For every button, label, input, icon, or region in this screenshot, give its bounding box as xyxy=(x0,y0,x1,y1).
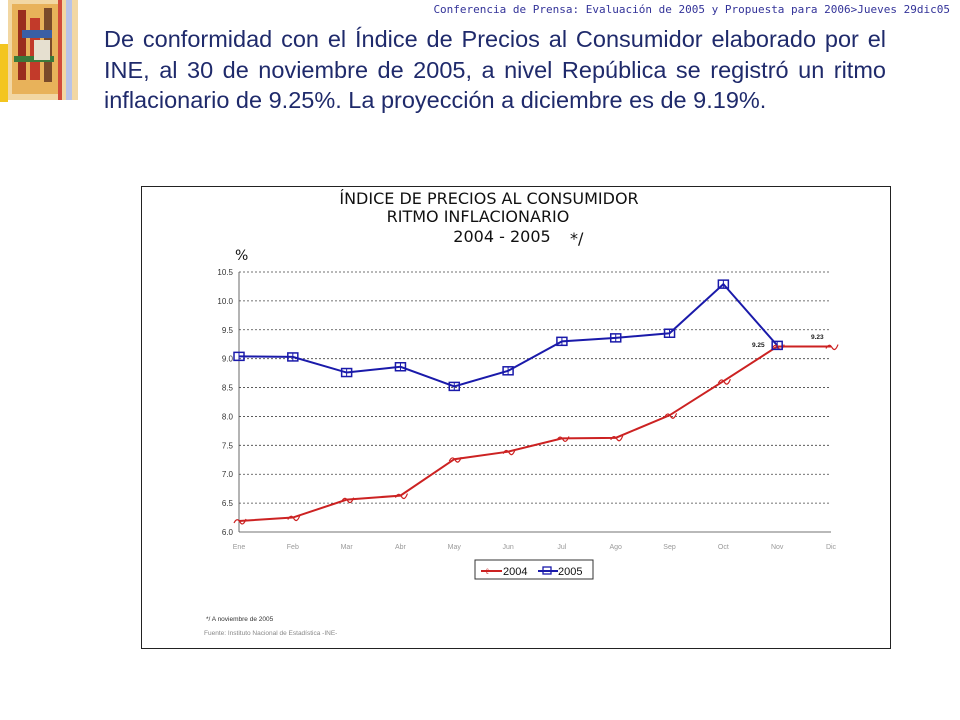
data-point-2004 xyxy=(825,344,839,351)
series-line-2004 xyxy=(238,345,831,523)
y-tick-label: 7.5 xyxy=(222,441,234,450)
chart-title-line-1: ÍNDICE DE PRECIOS AL CONSUMIDOR xyxy=(339,189,638,208)
legend-label-2004: 2004 xyxy=(503,566,527,578)
data-point-2004 xyxy=(448,456,462,463)
chart-title-line-2: RITMO INFLACIONARIO xyxy=(387,207,570,226)
chart-panel: ÍNDICE DE PRECIOS AL CONSUMIDOR RITMO IN… xyxy=(141,186,891,649)
chart-title-line-3: 2004 - 2005 xyxy=(453,227,550,246)
intro-paragraph: De conformidad con el Índice de Precios … xyxy=(104,26,886,113)
y-tick-label: 6.5 xyxy=(222,499,234,508)
x-tick-label: Ene xyxy=(233,544,246,551)
x-tick-label: Jul xyxy=(557,544,566,551)
x-tick-label: Sep xyxy=(663,544,676,551)
inflation-chart: ÍNDICE DE PRECIOS AL CONSUMIDOR RITMO IN… xyxy=(204,189,839,637)
x-tick-label: May xyxy=(448,544,462,551)
x-tick-label: Jun xyxy=(502,544,513,551)
annotation-9-23: 9.23 xyxy=(811,334,824,341)
data-point-2004 xyxy=(394,493,409,500)
y-tick-label: 6.0 xyxy=(222,528,234,537)
header-note: Conferencia de Prensa: Evaluación de 200… xyxy=(433,3,950,16)
y-tick-label: 8.0 xyxy=(222,412,234,421)
data-point-2004 xyxy=(502,449,516,456)
chart-source: Fuente: Instituto Nacional de Estadístic… xyxy=(204,630,337,637)
legend-label-2005: 2005 xyxy=(558,566,582,578)
annotation-9-25: 9.25 xyxy=(752,342,765,349)
data-point-2004 xyxy=(233,518,247,525)
y-tick-label: 7.0 xyxy=(222,470,234,479)
x-tick-label: Oct xyxy=(718,544,729,551)
y-tick-label: 8.5 xyxy=(222,384,234,393)
x-tick-label: Abr xyxy=(395,544,407,551)
data-point-2004 xyxy=(341,497,355,504)
x-tick-label: Ago xyxy=(609,544,622,551)
x-tick-label: Mar xyxy=(341,544,354,551)
data-point-2004 xyxy=(664,413,678,419)
chart-footnote: */ A noviembre de 2005 xyxy=(206,616,274,623)
data-point-2004 xyxy=(556,436,570,442)
data-point-2004 xyxy=(287,515,301,522)
y-tick-label: 10.5 xyxy=(217,268,233,277)
data-point-2004 xyxy=(610,435,624,442)
y-axis-label: % xyxy=(235,248,248,264)
data-point-2004 xyxy=(717,378,731,385)
logo xyxy=(0,0,78,102)
y-tick-label: 9.0 xyxy=(222,355,234,364)
x-tick-label: Nov xyxy=(771,544,784,551)
x-tick-label: Dic xyxy=(826,544,837,551)
y-tick-label: 10.0 xyxy=(217,297,233,306)
x-tick-label: Feb xyxy=(287,544,299,551)
legend: ℓ 2004 2005 xyxy=(474,559,594,580)
chart-title-mark: */ xyxy=(570,229,584,248)
y-tick-label: 9.5 xyxy=(222,326,234,335)
svg-text:ℓ: ℓ xyxy=(485,567,489,576)
